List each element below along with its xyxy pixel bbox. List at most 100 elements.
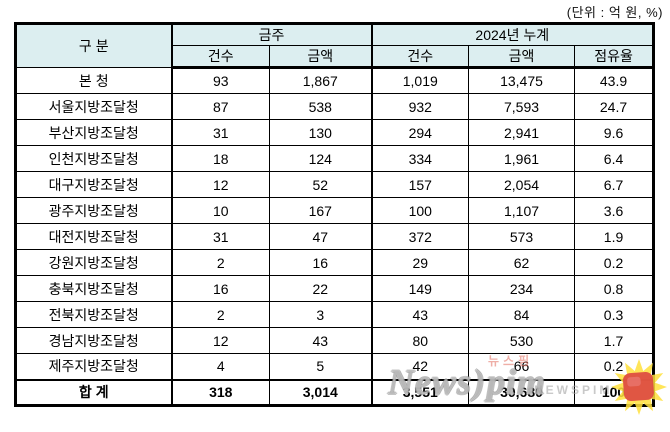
cell-value: 1,867 <box>268 67 373 94</box>
cell-value: 13,475 <box>468 67 576 94</box>
cell-value: 0.2 <box>574 353 655 380</box>
cell-value: 530 <box>468 327 576 354</box>
row-label: 합 계 <box>15 378 172 406</box>
cell-value: 5 <box>268 353 373 380</box>
cell-value: 6.7 <box>574 171 655 198</box>
cell-value: 2,941 <box>468 119 576 146</box>
cell-value: 100 <box>370 197 470 224</box>
cell-value: 1,107 <box>468 197 576 224</box>
table-row: 부산지방조달청 31 130 294 2,941 9.6 <box>15 119 655 146</box>
table-row: 대전지방조달청 31 47 372 573 1.9 <box>15 223 655 250</box>
cell-value: 12 <box>170 171 270 198</box>
row-label: 경남지방조달청 <box>15 327 172 354</box>
table-row: 본 청 93 1,867 1,019 13,475 43.9 <box>15 67 655 94</box>
row-label: 서울지방조달청 <box>15 93 172 120</box>
sub-header-count-cum: 건수 <box>370 45 470 69</box>
table-row: 제주지방조달청 4 5 42 66 0.2 <box>15 353 655 380</box>
row-label: 광주지방조달청 <box>15 197 172 224</box>
cell-value: 538 <box>268 93 373 120</box>
table-row: 서울지방조달청 87 538 932 7,593 24.7 <box>15 93 655 120</box>
cell-value: 2 <box>170 301 270 328</box>
cell-value: 43 <box>268 327 373 354</box>
row-label: 본 청 <box>15 67 172 94</box>
cell-value: 87 <box>170 93 270 120</box>
cell-value: 52 <box>268 171 373 198</box>
cell-value: 66 <box>468 353 576 380</box>
cell-value: 80 <box>370 327 470 354</box>
cell-value: 93 <box>170 67 270 94</box>
cell-value: 22 <box>268 275 373 302</box>
cell-value: 31 <box>170 119 270 146</box>
table-row: 강원지방조달청 2 16 29 62 0.2 <box>15 249 655 276</box>
table-row: 광주지방조달청 10 167 100 1,107 3.6 <box>15 197 655 224</box>
cell-value: 372 <box>370 223 470 250</box>
cell-value: 84 <box>468 301 576 328</box>
cell-value: 130 <box>268 119 373 146</box>
cell-value: 294 <box>370 119 470 146</box>
sub-header-amount-cum: 금액 <box>468 45 576 69</box>
row-label: 대구지방조달청 <box>15 171 172 198</box>
cell-value: 12 <box>170 327 270 354</box>
total-row: 합 계 318 3,014 3,551 30,680 100 <box>15 378 655 406</box>
cell-value: 3.6 <box>574 197 655 224</box>
group-header-week: 금주 <box>170 23 373 46</box>
cell-value: 3 <box>268 301 373 328</box>
cell-value: 2 <box>170 249 270 276</box>
row-label: 인천지방조달청 <box>15 145 172 172</box>
cell-value: 932 <box>370 93 470 120</box>
table-body: 본 청 93 1,867 1,019 13,475 43.9 서울지방조달청 87 538 932… <box>15 67 655 406</box>
group-header-cumulative: 2024년 누계 <box>370 23 655 46</box>
cell-value: 234 <box>468 275 576 302</box>
cell-value: 30,680 <box>468 378 576 406</box>
cell-value: 1.9 <box>574 223 655 250</box>
cell-value: 100 <box>574 378 655 406</box>
sub-header-amount-week: 금액 <box>268 45 373 69</box>
sub-header-row: 건수 금액 건수 금액 점유율 <box>16 45 655 69</box>
cell-value: 0.2 <box>574 249 655 276</box>
table-row: 전북지방조달청 2 3 43 84 0.3 <box>15 301 655 328</box>
cell-value: 3,014 <box>268 378 373 406</box>
table-row: 인천지방조달청 18 124 334 1,961 6.4 <box>15 145 655 172</box>
cell-value: 0.3 <box>574 301 655 328</box>
cell-value: 10 <box>170 197 270 224</box>
cell-value: 3,551 <box>370 378 470 406</box>
cell-value: 0.8 <box>574 275 655 302</box>
cell-value: 2,054 <box>468 171 576 198</box>
cell-value: 318 <box>170 378 270 406</box>
table-header: 구 분 금주 2024년 누계 건수 금액 건수 금액 점유율 <box>15 23 655 69</box>
corner-header: 구 분 <box>15 23 172 68</box>
cell-value: 42 <box>370 353 470 380</box>
cell-value: 124 <box>268 145 373 172</box>
cell-value: 149 <box>370 275 470 302</box>
table-row: 충북지방조달청 16 22 149 234 0.8 <box>15 275 655 302</box>
cell-value: 16 <box>170 275 270 302</box>
cell-value: 1.7 <box>574 327 655 354</box>
row-label: 강원지방조달청 <box>15 249 172 276</box>
cell-value: 43 <box>370 301 470 328</box>
cell-value: 16 <box>268 249 373 276</box>
cell-value: 1,961 <box>468 145 576 172</box>
table-row: 경남지방조달청 12 43 80 530 1.7 <box>15 327 655 354</box>
cell-value: 24.7 <box>574 93 655 120</box>
row-label: 부산지방조달청 <box>15 119 172 146</box>
sub-header-share: 점유율 <box>574 45 655 69</box>
cell-value: 334 <box>370 145 470 172</box>
cell-value: 62 <box>468 249 576 276</box>
cell-value: 9.6 <box>574 119 655 146</box>
procurement-stats-table: 구 분 금주 2024년 누계 건수 금액 건수 금액 점유율 본 청 93 1,8… <box>14 22 656 407</box>
row-label: 제주지방조달청 <box>15 353 172 380</box>
cell-value: 31 <box>170 223 270 250</box>
cell-value: 47 <box>268 223 373 250</box>
row-label: 대전지방조달청 <box>15 223 172 250</box>
cell-value: 157 <box>370 171 470 198</box>
cell-value: 7,593 <box>468 93 576 120</box>
unit-label: (단위 : 억 원, %) <box>566 5 663 20</box>
sub-header-count-week: 건수 <box>170 45 270 69</box>
row-label: 충북지방조달청 <box>15 275 172 302</box>
cell-value: 43.9 <box>574 67 655 94</box>
cell-value: 4 <box>170 353 270 380</box>
cell-value: 573 <box>468 223 576 250</box>
cell-value: 6.4 <box>574 145 655 172</box>
cell-value: 1,019 <box>370 67 470 94</box>
